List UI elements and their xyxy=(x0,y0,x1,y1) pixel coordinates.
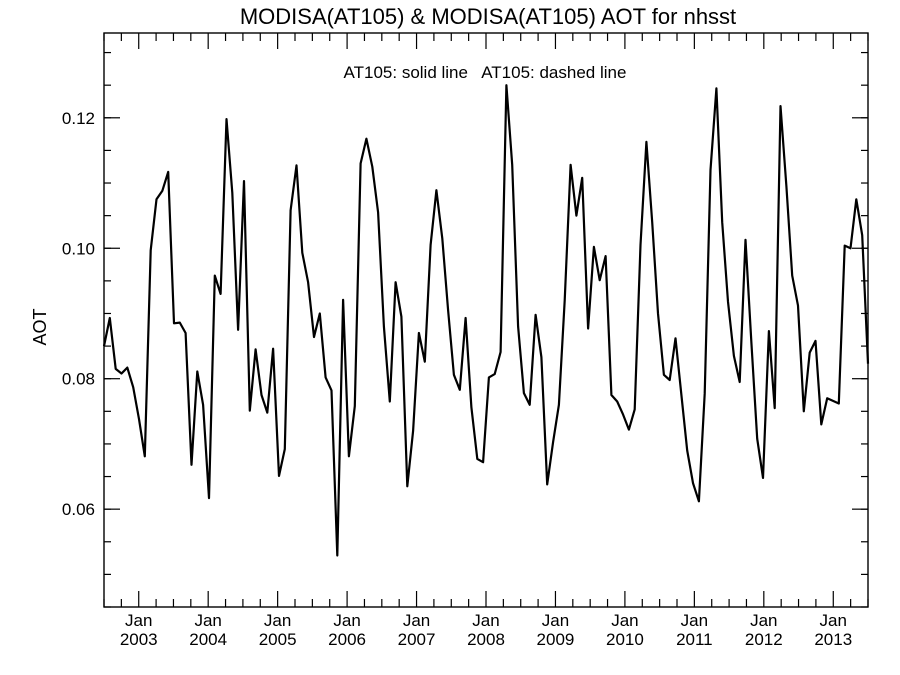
series-annotation: AT105: solid line AT105: dashed line xyxy=(344,63,627,82)
x-tick-month-label: Jan xyxy=(611,611,638,630)
x-tick-year-label: 2013 xyxy=(814,630,852,649)
x-tick-month-label: Jan xyxy=(333,611,360,630)
x-tick-year-label: 2004 xyxy=(189,630,227,649)
x-tick-year-label: 2010 xyxy=(606,630,644,649)
series-line-at105 xyxy=(102,84,870,557)
axis-tick-labels: 0.060.080.100.12Jan2003Jan2004Jan2005Jan… xyxy=(62,109,852,649)
x-tick-month-label: Jan xyxy=(194,611,221,630)
x-tick-month-label: Jan xyxy=(125,611,152,630)
x-tick-year-label: 2003 xyxy=(120,630,158,649)
x-tick-month-label: Jan xyxy=(403,611,430,630)
x-tick-month-label: Jan xyxy=(472,611,499,630)
x-tick-month-label: Jan xyxy=(542,611,569,630)
y-axis-label: AOT xyxy=(30,308,50,345)
x-tick-year-label: 2005 xyxy=(259,630,297,649)
plot-frame xyxy=(103,32,869,608)
x-tick-month-label: Jan xyxy=(750,611,777,630)
x-tick-year-label: 2012 xyxy=(745,630,783,649)
x-tick-month-label: Jan xyxy=(681,611,708,630)
y-tick-label: 0.12 xyxy=(62,109,95,128)
y-tick-label: 0.10 xyxy=(62,239,95,258)
x-tick-year-label: 2011 xyxy=(676,630,713,649)
x-tick-year-label: 2009 xyxy=(537,630,575,649)
y-tick-label: 0.08 xyxy=(62,370,95,389)
y-tick-label: 0.06 xyxy=(62,500,95,519)
chart-title: MODISA(AT105) & MODISA(AT105) AOT for nh… xyxy=(240,4,736,29)
x-tick-month-label: Jan xyxy=(820,611,847,630)
x-tick-year-label: 2007 xyxy=(398,630,436,649)
axis-ticks xyxy=(103,33,869,608)
x-tick-month-label: Jan xyxy=(264,611,291,630)
x-tick-year-label: 2006 xyxy=(328,630,366,649)
x-tick-year-label: 2008 xyxy=(467,630,505,649)
